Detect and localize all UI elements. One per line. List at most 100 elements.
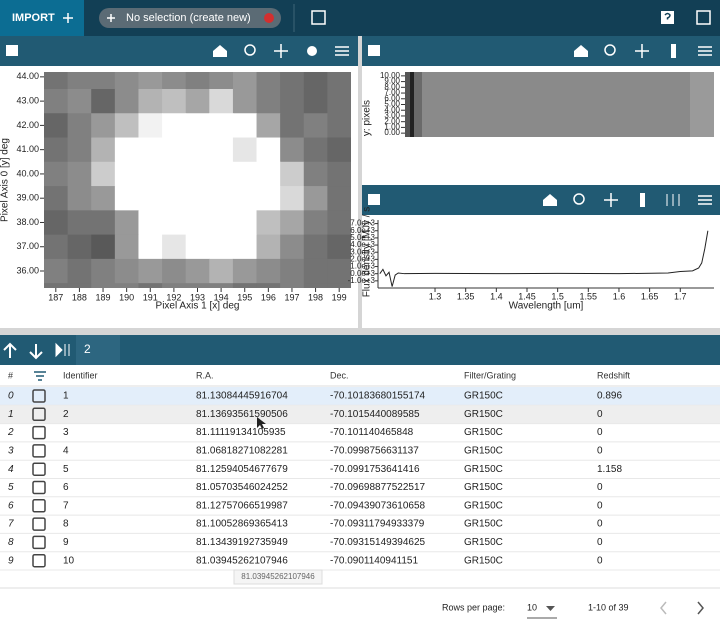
cell: -70.09315149394625 <box>330 537 426 548</box>
cell: 9 <box>63 537 69 548</box>
next-page[interactable] <box>697 601 704 615</box>
pixel <box>67 161 92 187</box>
pixel <box>138 258 163 284</box>
cell: 81.13084445916704 <box>196 391 288 402</box>
contrast-icon[interactable] <box>307 46 317 56</box>
row-index: 5 <box>8 482 14 493</box>
row-checkbox[interactable] <box>32 462 46 476</box>
slice-icon[interactable] <box>640 193 645 207</box>
pan-icon[interactable] <box>274 44 288 58</box>
pixel <box>67 258 92 284</box>
prev-page[interactable] <box>660 601 667 615</box>
toolbar-icons <box>6 44 712 207</box>
cell: 0 <box>597 500 603 511</box>
pixel <box>138 234 163 260</box>
cell: -70.09698877522517 <box>330 482 426 493</box>
cell: 8 <box>63 519 69 530</box>
menu-icon[interactable] <box>696 10 711 25</box>
home-icon[interactable] <box>213 45 227 57</box>
pixel <box>185 283 210 288</box>
y-tick-label: 5.00 <box>384 100 400 109</box>
x-tick-label: 198 <box>308 292 323 302</box>
pan-icon[interactable] <box>604 193 618 207</box>
row-highlight <box>0 387 720 406</box>
window-icon[interactable] <box>311 10 326 25</box>
viewer-toolbar <box>362 185 720 215</box>
pixel <box>256 234 281 260</box>
settings-icon[interactable] <box>698 46 712 56</box>
pixel <box>67 234 92 260</box>
zoom-icon[interactable] <box>244 44 256 56</box>
menu-icon[interactable] <box>6 45 18 56</box>
selection-pill[interactable] <box>99 8 281 28</box>
settings-icon[interactable] <box>335 46 349 56</box>
pixel <box>185 88 210 114</box>
record-dot[interactable] <box>264 13 274 23</box>
row-checkbox[interactable] <box>32 407 46 422</box>
zoom-icon[interactable] <box>604 44 616 56</box>
menu-icon[interactable] <box>368 194 380 205</box>
row-checkbox[interactable] <box>32 480 46 495</box>
dropdown-arrow[interactable] <box>546 606 555 611</box>
row-checkbox[interactable] <box>32 389 46 403</box>
spectrum-2d-image <box>405 72 410 137</box>
row-checkbox[interactable] <box>32 425 46 440</box>
pixel <box>44 72 69 90</box>
pixel <box>327 72 351 90</box>
filter-icon[interactable] <box>34 371 46 381</box>
row-checkbox[interactable] <box>32 499 46 513</box>
y-tick-label: 2.00 <box>384 117 400 126</box>
pixel <box>232 88 258 114</box>
cell: GR150C <box>464 519 503 530</box>
pixel <box>327 210 351 236</box>
x-tick-label: 197 <box>284 292 299 302</box>
x-tick-label: 193 <box>190 292 205 302</box>
y-tick-label: 41.00 <box>16 144 39 154</box>
home-icon[interactable] <box>543 194 557 206</box>
play-icon[interactable] <box>55 342 70 358</box>
pixel <box>232 210 258 236</box>
pixel <box>280 161 305 187</box>
column-header: Dec. <box>330 370 349 380</box>
up-icon[interactable] <box>3 342 17 358</box>
cell: 0.896 <box>597 391 622 402</box>
selection-label: No selection (create new) <box>126 12 251 24</box>
pixel <box>185 137 210 163</box>
row-checkbox[interactable] <box>32 517 46 531</box>
x-tick-label: 1.3 <box>429 291 442 301</box>
y-tick-label: 0.0e+3 <box>350 269 375 278</box>
pixel <box>209 88 234 114</box>
pixel <box>162 161 187 187</box>
settings-icon[interactable] <box>698 195 712 205</box>
range-icon[interactable] <box>666 194 680 206</box>
cell: -70.0991753641416 <box>330 464 420 475</box>
pixel <box>209 161 234 187</box>
y-tick-label: 44.00 <box>16 71 39 81</box>
menu-icon[interactable] <box>368 45 380 56</box>
pixel <box>44 186 69 211</box>
home-icon[interactable] <box>574 45 588 57</box>
slice-icon[interactable] <box>671 44 676 58</box>
zoom-icon[interactable] <box>573 193 585 205</box>
pixel <box>209 72 234 90</box>
cell: 3 <box>63 427 69 438</box>
pixel <box>303 186 328 211</box>
page-range: 1-10 of 39 <box>588 602 629 612</box>
y-tick-label: 43.00 <box>16 95 39 105</box>
y-axis-label: Flux density [MJy / s <box>362 207 373 298</box>
row-index: 8 <box>8 537 14 548</box>
y-tick-label: 6.0e+3 <box>350 226 375 235</box>
pixel <box>232 258 258 284</box>
y-axis-label: y: pixels <box>362 100 373 136</box>
cell: 0 <box>597 427 603 438</box>
viewer-toolbar <box>0 36 358 66</box>
row-checkbox[interactable] <box>32 535 46 550</box>
row-checkbox[interactable] <box>32 444 46 458</box>
y-tick-label: 3.0e+3 <box>350 247 375 256</box>
pixel <box>280 72 305 90</box>
down-icon[interactable] <box>29 344 43 360</box>
cell: -70.0901140941151 <box>330 555 418 566</box>
row-checkbox[interactable] <box>32 553 46 568</box>
pixel <box>67 72 92 90</box>
pan-icon[interactable] <box>635 44 649 58</box>
